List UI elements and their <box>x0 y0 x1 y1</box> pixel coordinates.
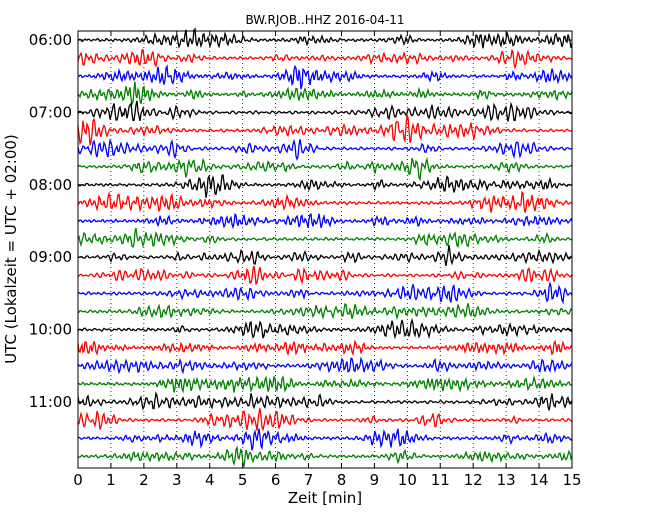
traces <box>77 27 573 468</box>
seismogram-trace <box>77 27 573 49</box>
y-axis-ticks: 06:00 07:00 08:00 09:00 10:00 11:00 <box>29 31 572 411</box>
seismogram-trace <box>77 190 573 213</box>
x-tick-label: 13 <box>497 471 516 489</box>
chart-title: BW.RJOB..HHZ 2016-04-11 <box>245 13 404 27</box>
x-tick-label: 12 <box>464 471 483 489</box>
y-tick-label: 06:00 <box>29 31 72 49</box>
x-tick-label: 9 <box>370 471 380 489</box>
seismogram-trace <box>77 374 573 394</box>
x-tick-label: 0 <box>73 471 83 489</box>
y-tick-label: 10:00 <box>29 321 72 339</box>
grid-lines <box>110 31 540 468</box>
seismogram-trace <box>77 174 573 198</box>
seismogram-trace <box>77 212 573 230</box>
x-tick-label: 8 <box>337 471 347 489</box>
seismogram-trace <box>77 81 573 107</box>
seismogram-trace <box>77 156 573 182</box>
x-tick-label: 7 <box>304 471 314 489</box>
x-tick-label: 6 <box>271 471 281 489</box>
y-tick-label: 07:00 <box>29 103 72 121</box>
seismogram-trace <box>77 445 573 468</box>
seismogram-trace <box>77 356 573 375</box>
y-axis-label: UTC (Lokalzeit = UTC + 02:00) <box>2 134 20 364</box>
seismogram-trace <box>77 244 573 266</box>
seismogram-trace <box>77 408 573 432</box>
seismogram-trace <box>77 227 573 249</box>
y-tick-label: 09:00 <box>29 248 72 266</box>
x-tick-label: 1 <box>106 471 116 489</box>
x-tick-label: 3 <box>172 471 182 489</box>
seismogram-trace <box>77 303 573 321</box>
seismogram-trace <box>77 428 573 451</box>
x-axis-ticks: 0 1 2 3 4 5 6 7 8 9 10 11 12 13 14 15 <box>73 31 582 489</box>
y-tick-label: 08:00 <box>29 176 72 194</box>
seismogram-trace <box>77 64 573 90</box>
seismogram-trace <box>77 339 573 357</box>
seismogram-trace <box>77 390 573 411</box>
x-tick-label: 4 <box>205 471 215 489</box>
seismogram-trace <box>77 138 573 161</box>
seismogram-trace <box>77 317 573 340</box>
y-tick-label: 11:00 <box>29 393 72 411</box>
x-tick-label: 10 <box>398 471 417 489</box>
seismogram-trace <box>77 100 573 122</box>
x-tick-label: 11 <box>431 471 450 489</box>
x-tick-label: 2 <box>139 471 149 489</box>
seismogram-trace <box>77 280 573 305</box>
x-axis-label: Zeit [min] <box>288 489 362 507</box>
plot-frame <box>77 30 573 469</box>
seismogram-trace <box>77 265 573 286</box>
seismogram-trace <box>77 113 573 146</box>
x-tick-label: 14 <box>530 471 549 489</box>
x-tick-label: 15 <box>562 471 581 489</box>
seismogram-trace <box>77 48 573 70</box>
x-tick-label: 5 <box>238 471 248 489</box>
